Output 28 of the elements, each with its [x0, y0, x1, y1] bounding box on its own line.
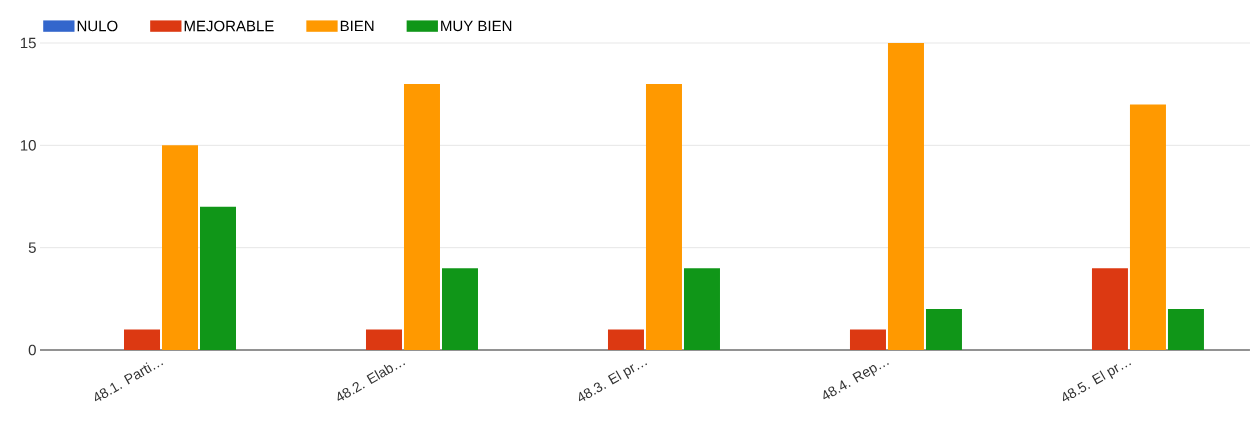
bar: [403, 83, 440, 350]
bar: [162, 145, 198, 350]
x-tick-label: 48.3. El pr…: [578, 363, 648, 402]
y-tick-label: 5: [28, 242, 36, 253]
legend-label: NULO: [77, 20, 118, 32]
bar: [645, 83, 682, 350]
bar: [683, 268, 720, 350]
bar: [365, 329, 402, 350]
bar: [1167, 309, 1204, 350]
y-tick-label: 0: [28, 344, 36, 356]
bar: [607, 329, 644, 350]
bar: [200, 206, 236, 350]
bar: [441, 268, 478, 350]
x-tick-label: 48.1. Parti…: [94, 362, 164, 402]
bar: [1129, 104, 1166, 350]
y-tick-label: 15: [20, 37, 36, 49]
x-tick-label: 48.2. Elab…: [337, 363, 406, 401]
legend-label: MEJORABLE: [184, 20, 274, 32]
x-tick-label: 48.5. El pr…: [1062, 363, 1132, 402]
bar: [124, 329, 160, 350]
bar: [849, 329, 886, 350]
legend-label: BIEN: [340, 20, 374, 32]
legend-label: MUY BIEN: [441, 20, 512, 32]
bar: [887, 43, 924, 350]
bar: [1091, 268, 1128, 350]
y-tick-label: 10: [20, 140, 36, 151]
bar: [925, 309, 962, 350]
x-tick-label: 48.4. Rep…: [823, 362, 889, 400]
